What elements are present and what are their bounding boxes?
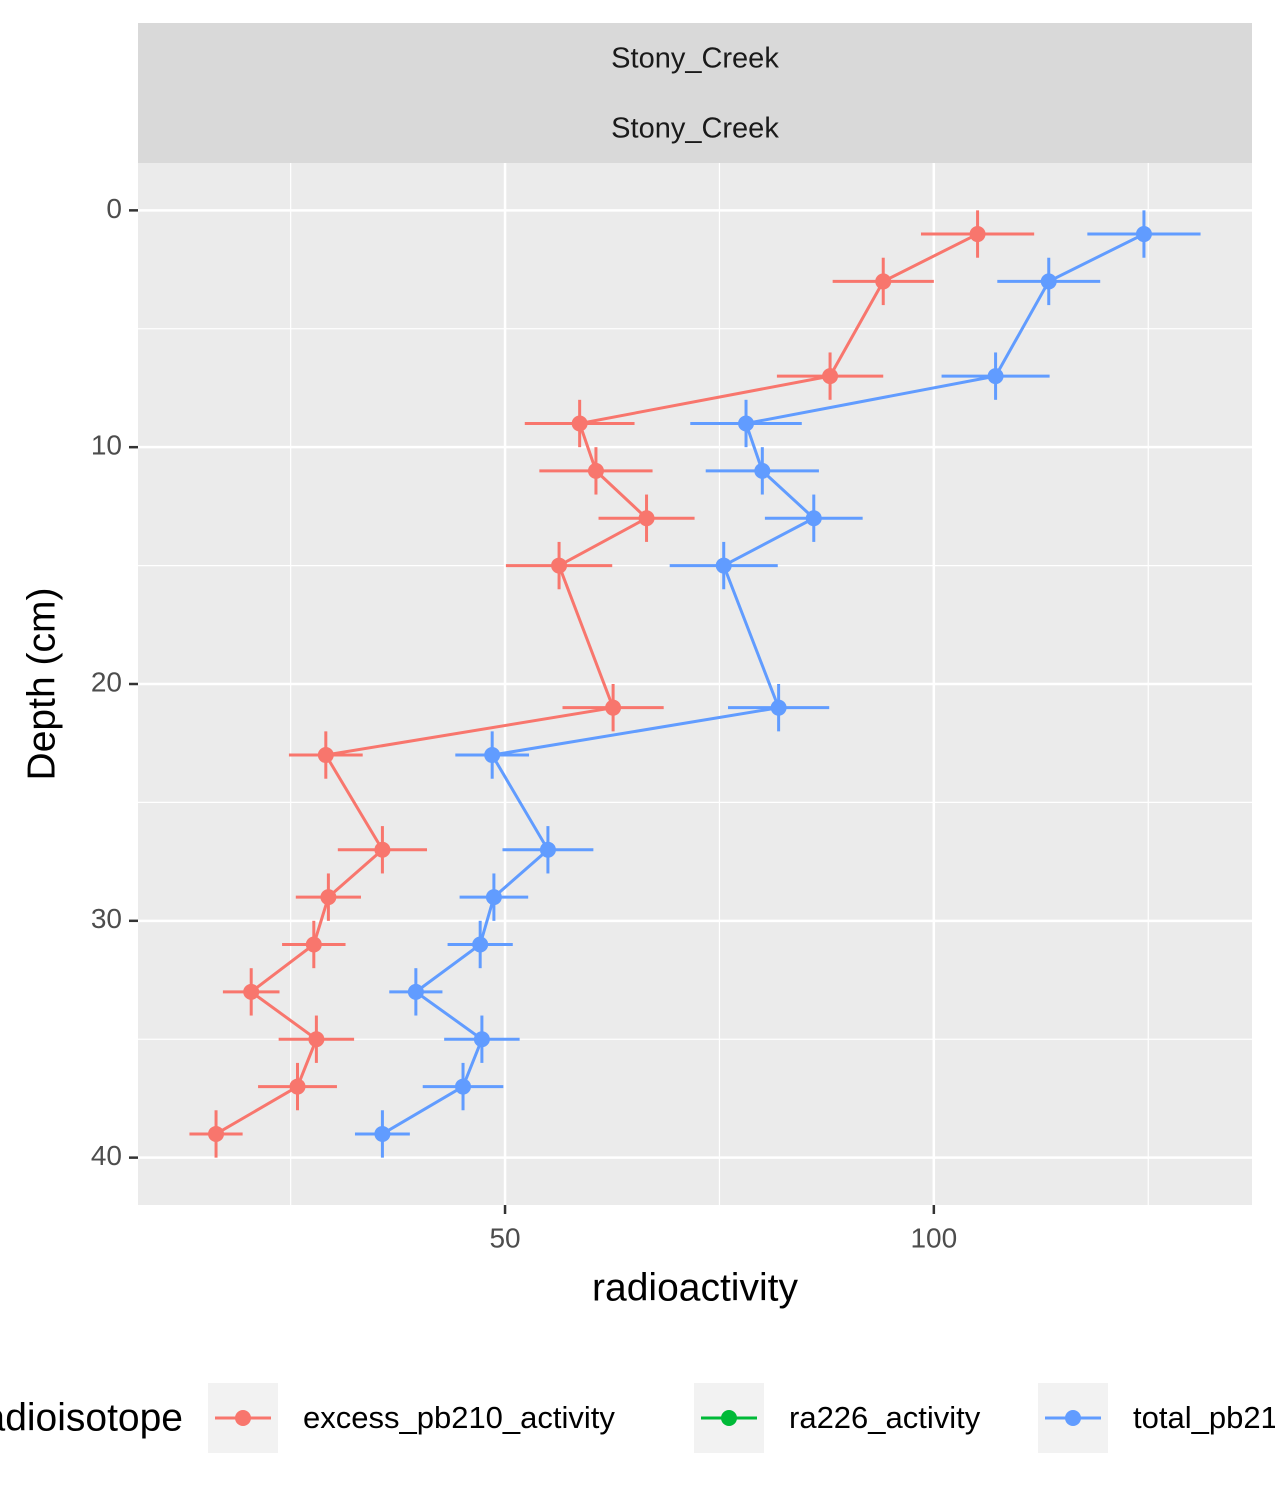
point: [969, 226, 986, 243]
legend-point: [1065, 1410, 1081, 1426]
point: [484, 747, 501, 764]
strip: [138, 93, 1252, 163]
point: [754, 462, 771, 479]
y-tick-label: 40: [91, 1140, 122, 1171]
strip-label: Stony_Creek: [611, 43, 779, 75]
point: [472, 936, 489, 953]
point: [407, 983, 424, 1000]
strip: [138, 23, 1252, 93]
point: [305, 936, 322, 953]
legend-point: [721, 1410, 737, 1426]
point: [308, 1031, 325, 1048]
point: [738, 415, 755, 432]
legend-title: radioisotope: [0, 1396, 183, 1439]
y-tick-label: 10: [91, 430, 122, 461]
legend-label: total_pb210_activity: [1133, 1400, 1275, 1435]
strip-label: Stony_Creek: [611, 113, 779, 145]
legend-label: excess_pb210_activity: [303, 1400, 615, 1435]
point: [770, 699, 787, 716]
point: [473, 1031, 490, 1048]
legend-label: ra226_activity: [789, 1400, 981, 1435]
point: [551, 557, 568, 574]
point: [987, 368, 1004, 385]
y-tick-label: 0: [106, 193, 122, 224]
point: [485, 889, 502, 906]
point: [374, 841, 391, 858]
point: [455, 1078, 472, 1095]
series-line: [381, 232, 1145, 1136]
legend-point: [235, 1410, 251, 1426]
point: [1040, 273, 1057, 290]
point: [875, 273, 892, 290]
point: [374, 1125, 391, 1142]
point: [317, 747, 334, 764]
x-tick-label: 50: [489, 1222, 520, 1253]
point: [539, 841, 556, 858]
point: [320, 889, 337, 906]
y-tick-label: 20: [91, 666, 122, 697]
point: [638, 510, 655, 527]
point: [715, 557, 732, 574]
point: [605, 699, 622, 716]
point: [243, 983, 260, 1000]
y-tick-label: 30: [91, 903, 122, 934]
point: [1135, 226, 1152, 243]
point: [208, 1125, 225, 1142]
point: [805, 510, 822, 527]
x-tick-label: 100: [910, 1222, 957, 1253]
point: [571, 415, 588, 432]
series-line: [215, 232, 979, 1136]
y-axis-title: Depth (cm): [20, 588, 63, 781]
x-axis-title: radioactivity: [592, 1266, 798, 1309]
point: [289, 1078, 306, 1095]
point: [587, 462, 604, 479]
point: [822, 368, 839, 385]
